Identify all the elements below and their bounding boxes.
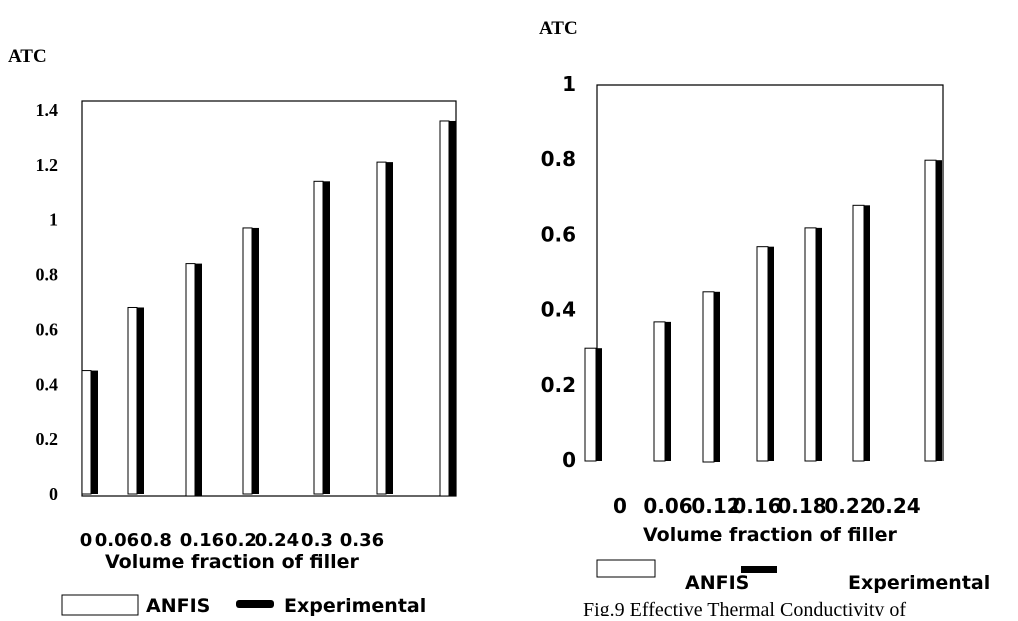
chart-1: ATC 00.20.40.60.811.21.4 0 0.06 0.8 0.16 0.2…	[8, 46, 457, 617]
x-tick-label: 0.06	[95, 530, 139, 551]
anfis-bar	[313, 180, 324, 495]
chart-1-legend-anfis-label: ANFIS	[146, 595, 210, 616]
anfis-bar	[756, 246, 769, 462]
anfis-bar	[376, 161, 387, 495]
x-tick-label: 0.16	[180, 530, 224, 551]
anfis-bar	[439, 120, 450, 497]
x-tick-label: 0.16	[732, 494, 781, 518]
y-tick-label: 1.2	[36, 155, 59, 175]
experimental-bar	[449, 120, 456, 496]
x-tick-label: 0.24	[871, 494, 920, 518]
chart-1-legend-experimental-label: Experimental	[284, 595, 426, 616]
chart-1-legend-anfis-swatch	[61, 594, 139, 616]
y-tick-label: 0.8	[541, 147, 576, 171]
anfis-bar	[852, 204, 865, 462]
y-tick-label: 0.2	[541, 373, 576, 397]
experimental-bar	[252, 227, 259, 494]
x-tick-label: 0	[80, 530, 93, 551]
chart-1-bars	[81, 120, 456, 497]
y-tick-label: 0	[49, 484, 58, 504]
x-tick-label: 0.36	[340, 530, 384, 551]
chart-1-x-ticks: 0 0.06 0.8 0.16 0.20.24 0.3 0.36	[80, 530, 384, 551]
y-tick-label: 0.6	[541, 222, 576, 246]
x-tick-label: 0.3	[301, 530, 333, 551]
anfis-bar	[185, 263, 196, 497]
chart-1-y-axis-label: ATC	[8, 46, 47, 67]
chart-2-bars	[584, 159, 942, 463]
chart-1-x-axis-label: Volume fraction of filler	[105, 551, 359, 573]
x-tick-label: 0.06	[643, 494, 692, 518]
chart-2-y-axis-label: ATC	[539, 18, 578, 39]
chart-2: ATC 0 0.2 0.4 0.6 0.8 1 0 0.060.120.160.180.22…	[539, 18, 990, 621]
experimental-bar	[195, 263, 202, 496]
x-tick-label: 0	[613, 494, 627, 518]
chart-1-y-ticks: 0 0.2 0.4 0.6 0.8 1 1.2 1.4	[36, 100, 59, 504]
x-tick-label: 0.12	[691, 494, 740, 518]
x-tick-label: 0.18	[777, 494, 826, 518]
experimental-bar	[596, 348, 602, 461]
anfis-bar	[81, 370, 92, 495]
experimental-bar	[386, 162, 393, 494]
x-tick-label: 0.8	[140, 530, 172, 551]
chart-2-legend: ANFIS Experimental	[596, 559, 990, 594]
y-tick-label: 0	[562, 448, 576, 472]
experimental-bar	[91, 370, 98, 494]
y-tick-label: 0.8	[36, 265, 59, 285]
y-tick-label: 0.6	[36, 319, 59, 339]
anfis-bar	[127, 306, 138, 495]
chart-2-legend-anfis-label: ANFIS	[685, 572, 749, 594]
anfis-bar	[653, 321, 666, 462]
figure-caption: Fig.9 Effective Thermal Conductivity of	[583, 599, 906, 616]
x-tick-label: 0.24	[255, 530, 299, 551]
experimental-bar	[936, 160, 942, 461]
x-tick-label: 0.2	[225, 530, 257, 551]
experimental-bar	[714, 291, 720, 462]
y-tick-label: 0.4	[36, 374, 59, 394]
chart-2-y-ticks: 0 0.2 0.4 0.6 0.8 1	[541, 72, 576, 472]
experimental-bar	[137, 307, 144, 494]
experimental-bar	[323, 181, 330, 495]
y-tick-label: 0.2	[36, 429, 59, 449]
experimental-bar	[864, 205, 870, 461]
anfis-bar	[924, 159, 937, 462]
experimental-bar	[665, 321, 671, 461]
anfis-bar	[242, 227, 253, 495]
chart-2-legend-anfis-swatch	[596, 559, 656, 578]
y-tick-label: 1	[562, 72, 576, 96]
chart-1-legend-experimental-swatch	[236, 600, 274, 608]
anfis-bar	[584, 347, 597, 462]
experimental-bar	[816, 227, 822, 461]
experimental-bar	[768, 246, 774, 461]
anfis-bar	[804, 227, 817, 462]
chart-1-legend: ANFIS Experimental	[61, 594, 426, 617]
chart-2-plot-frame	[596, 84, 944, 461]
chart-2-legend-experimental-label: Experimental	[848, 572, 990, 594]
chart-2-x-axis-label: Volume fraction of filler	[643, 524, 897, 546]
chart-2-legend-experimental-swatch	[741, 566, 777, 573]
y-tick-label: 1.4	[36, 100, 59, 120]
anfis-bar	[702, 291, 715, 463]
x-tick-label: 0.22	[824, 494, 873, 518]
y-tick-label: 0.4	[541, 298, 576, 322]
y-tick-label: 1	[49, 210, 58, 230]
chart-2-x-ticks: 0 0.060.120.160.180.220.24	[613, 494, 921, 518]
